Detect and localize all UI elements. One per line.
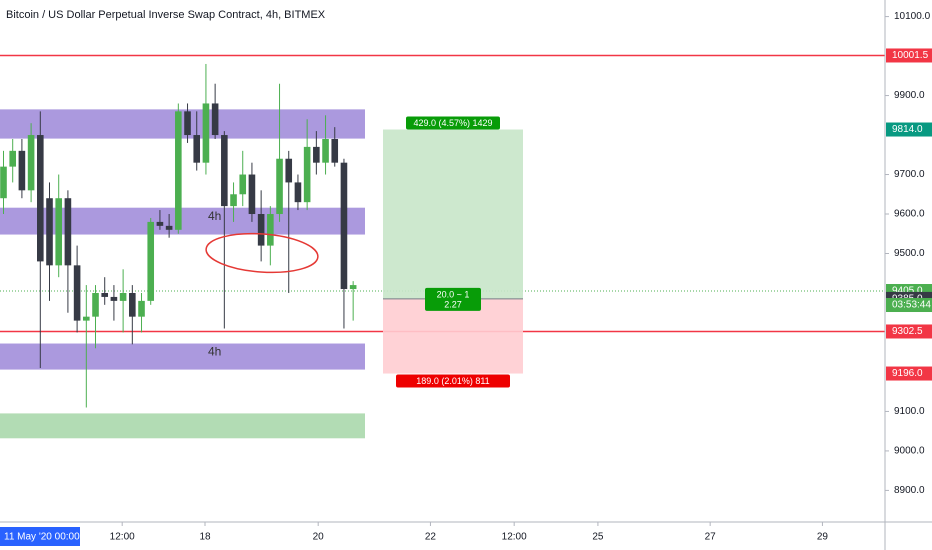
price-label-box: [886, 324, 932, 339]
candle-body: [294, 182, 302, 203]
x-tick-label: 18: [199, 532, 211, 543]
candle-body: [230, 194, 237, 207]
x-tick-label: 27: [705, 532, 717, 543]
candle-body: [64, 198, 72, 266]
candle-body: [211, 103, 219, 136]
candle-body: [27, 135, 35, 191]
price-label-box: [886, 122, 932, 137]
y-tick-label: 9000.0: [894, 446, 925, 457]
candle-body: [83, 316, 90, 321]
candle-body: [92, 292, 99, 317]
candle-body: [156, 221, 164, 226]
countdown: 03:53:44: [892, 300, 931, 311]
candle-body: [303, 146, 311, 203]
ratio-box: [425, 287, 481, 311]
candle-body: [55, 198, 63, 266]
x-start-label: 11 May '20 00:00: [4, 532, 80, 543]
candle-body: [202, 103, 210, 163]
price-label-box: [886, 366, 932, 381]
y-tick-label: 9700.0: [894, 169, 925, 180]
y-tick-label: 9500.0: [894, 248, 925, 259]
x-tick-label: 12:00: [502, 532, 527, 543]
x-tick-label: 22: [425, 532, 437, 543]
candle-body: [119, 292, 127, 301]
candle-body: [239, 174, 247, 195]
candle-body: [73, 265, 81, 321]
target-box: [406, 116, 500, 130]
chart-title: Bitcoin / US Dollar Perpetual Inverse Sw…: [6, 9, 326, 21]
candle-body: [110, 296, 118, 301]
ratio-label: 20.0 ~ 1: [437, 289, 470, 299]
zone: [0, 413, 365, 439]
rr-label: 2.27: [444, 299, 462, 309]
target-label: 429.0 (4.57%) 1429: [413, 118, 492, 128]
price-label: 9405.0: [892, 286, 923, 297]
x-start-box: [0, 527, 80, 546]
candle-body: [147, 221, 155, 301]
countdown-box: [886, 298, 932, 313]
price-label: 9302.5: [892, 326, 923, 337]
candle-body: [101, 292, 109, 297]
candle-body: [257, 214, 265, 246]
candle-body: [9, 150, 16, 167]
candle-body: [349, 285, 357, 290]
candle-body: [138, 300, 145, 317]
y-tick-label: 8900.0: [894, 485, 925, 496]
candle-body: [285, 158, 293, 183]
annotation-ellipse: [205, 232, 319, 274]
candle-body: [184, 111, 191, 136]
price-label-box: [886, 48, 932, 63]
stop-label: 189.0 (2.01%) 811: [416, 376, 489, 386]
stop-box: [396, 374, 510, 388]
candle-body: [193, 135, 201, 163]
x-tick-label: 25: [592, 532, 604, 543]
x-tick-label: 29: [817, 532, 829, 543]
price-label: 9814.0: [892, 124, 923, 135]
position-stop: [383, 298, 523, 374]
candle-body: [267, 214, 274, 246]
candle-body: [175, 111, 182, 230]
zone: [0, 207, 365, 235]
price-label: 9196.0: [892, 368, 923, 379]
zone-label: 4h: [208, 345, 221, 359]
candle-body: [248, 174, 256, 215]
zone: [0, 343, 365, 370]
candle-body: [340, 162, 348, 290]
candle-body: [276, 158, 283, 215]
x-tick-label: 12:00: [110, 532, 135, 543]
candle-body: [46, 198, 53, 266]
x-tick-label: 20: [313, 532, 325, 543]
zone: [0, 109, 365, 139]
zone-label: 4h: [208, 209, 221, 223]
candle-body: [331, 138, 339, 163]
y-tick-label: 9900.0: [894, 90, 925, 101]
candle-body: [221, 135, 228, 207]
candle-body: [165, 225, 173, 230]
y-tick-label: 9600.0: [894, 209, 925, 220]
candle-body: [313, 146, 320, 163]
candle-body: [37, 135, 44, 262]
y-tick-label: 10100.0: [894, 11, 931, 22]
candle-body: [0, 166, 7, 199]
candle-body: [18, 150, 26, 191]
position-target: [383, 129, 523, 299]
price-label: 10001.5: [892, 50, 929, 61]
candle-body: [129, 292, 136, 317]
candle-body: [322, 138, 329, 163]
y-tick-label: 9100.0: [894, 406, 925, 417]
